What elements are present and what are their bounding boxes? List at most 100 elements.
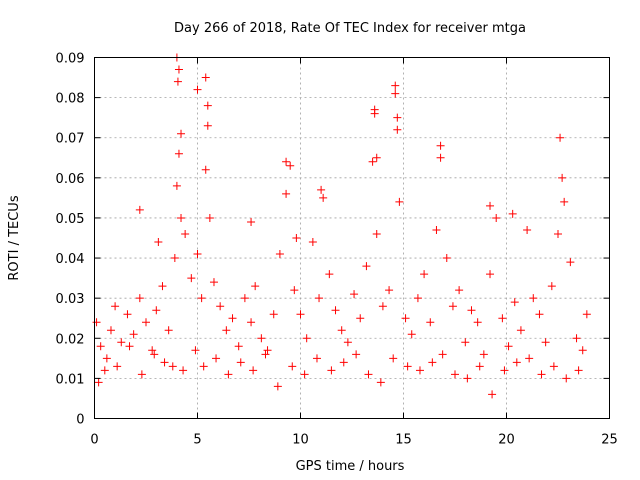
data-point [94,378,103,387]
data-point [129,330,138,339]
data-point [216,302,225,311]
data-point [442,254,451,263]
data-point [251,282,260,291]
data-point [92,318,101,327]
data-point [541,338,550,347]
data-point [529,294,538,303]
data-point [290,286,299,295]
data-point [362,262,371,271]
data-point [174,65,183,74]
data-point [319,193,328,202]
data-point [286,161,295,170]
data-point [117,338,126,347]
data-point [203,121,212,130]
y-tick-label: 0 [76,413,84,428]
data-point [537,370,546,379]
data-point [315,294,324,303]
data-point [566,258,575,267]
data-point [302,334,311,343]
data-point [292,234,301,242]
data-point [393,125,402,134]
data-point [407,330,416,339]
data-point [247,318,256,327]
data-point [135,294,144,303]
y-tick-label: 0.08 [56,92,85,107]
y-tick-label: 0.03 [56,292,85,307]
data-point [201,73,210,82]
data-point [222,326,231,335]
data-point [125,342,134,351]
data-point [257,334,266,343]
data-point [212,354,221,363]
data-point [300,370,309,379]
data-point [308,238,317,247]
data-point [199,362,208,371]
data-point [508,209,517,218]
data-point [154,238,163,247]
y-tick-label: 0.09 [56,52,85,67]
data-point [96,342,105,351]
data-point [337,326,346,335]
data-point [236,358,245,367]
data-point [516,326,525,335]
data-point [173,77,182,86]
data-point [170,254,179,263]
data-point [395,197,404,206]
data-point [296,310,305,319]
data-point [263,346,272,355]
x-tick-label: 25 [601,433,618,448]
data-point [249,366,258,375]
data-point [177,129,186,138]
data-point [378,302,387,311]
data-point [370,105,379,114]
x-tick-label: 5 [193,433,201,448]
data-point [479,350,488,359]
data-point [209,278,218,287]
data-point [455,286,464,295]
data-point [240,294,249,303]
data-point [572,334,581,343]
data-point [137,370,146,379]
data-point [106,326,115,335]
data-point [512,358,521,367]
data-point [312,354,321,363]
data-point [368,157,377,166]
data-point [376,378,385,387]
data-point [436,153,445,162]
data-point [432,225,441,234]
data-point [500,366,509,375]
data-point [448,302,457,311]
data-point [193,250,202,259]
plot-frame [94,57,610,419]
data-point [269,310,278,319]
y-axis-label: ROTI / TECUs [7,195,22,280]
x-tick-label: 15 [395,433,412,448]
axis-ticks: 0 0.01 0.02 0.03 0.04 0.05 0.06 0.07 0.08 0.09 0 5 1… [56,52,618,448]
y-tick-label: 0.02 [56,332,85,347]
data-point [428,358,437,367]
data-point [401,314,410,323]
data-point [160,358,169,367]
data-point [504,342,513,351]
data-point [224,370,233,379]
data-point [415,366,424,375]
data-point [558,173,567,182]
data-point [525,354,534,363]
data-point [403,362,412,371]
data-point [547,282,556,291]
data-point [100,366,109,375]
y-tick-label: 0.07 [56,132,85,147]
chart-title: Day 266 of 2018, Rate Of TEC Index for r… [174,21,526,36]
data-point [181,229,190,238]
data-point [331,306,340,315]
data-point [288,362,297,371]
data-point [201,165,210,174]
data-point [486,270,495,279]
data-point [187,274,196,283]
data-point [436,141,445,150]
y-tick-label: 0.04 [56,252,85,267]
data-point [554,229,562,238]
data-point [461,338,470,347]
data-point [473,318,482,327]
